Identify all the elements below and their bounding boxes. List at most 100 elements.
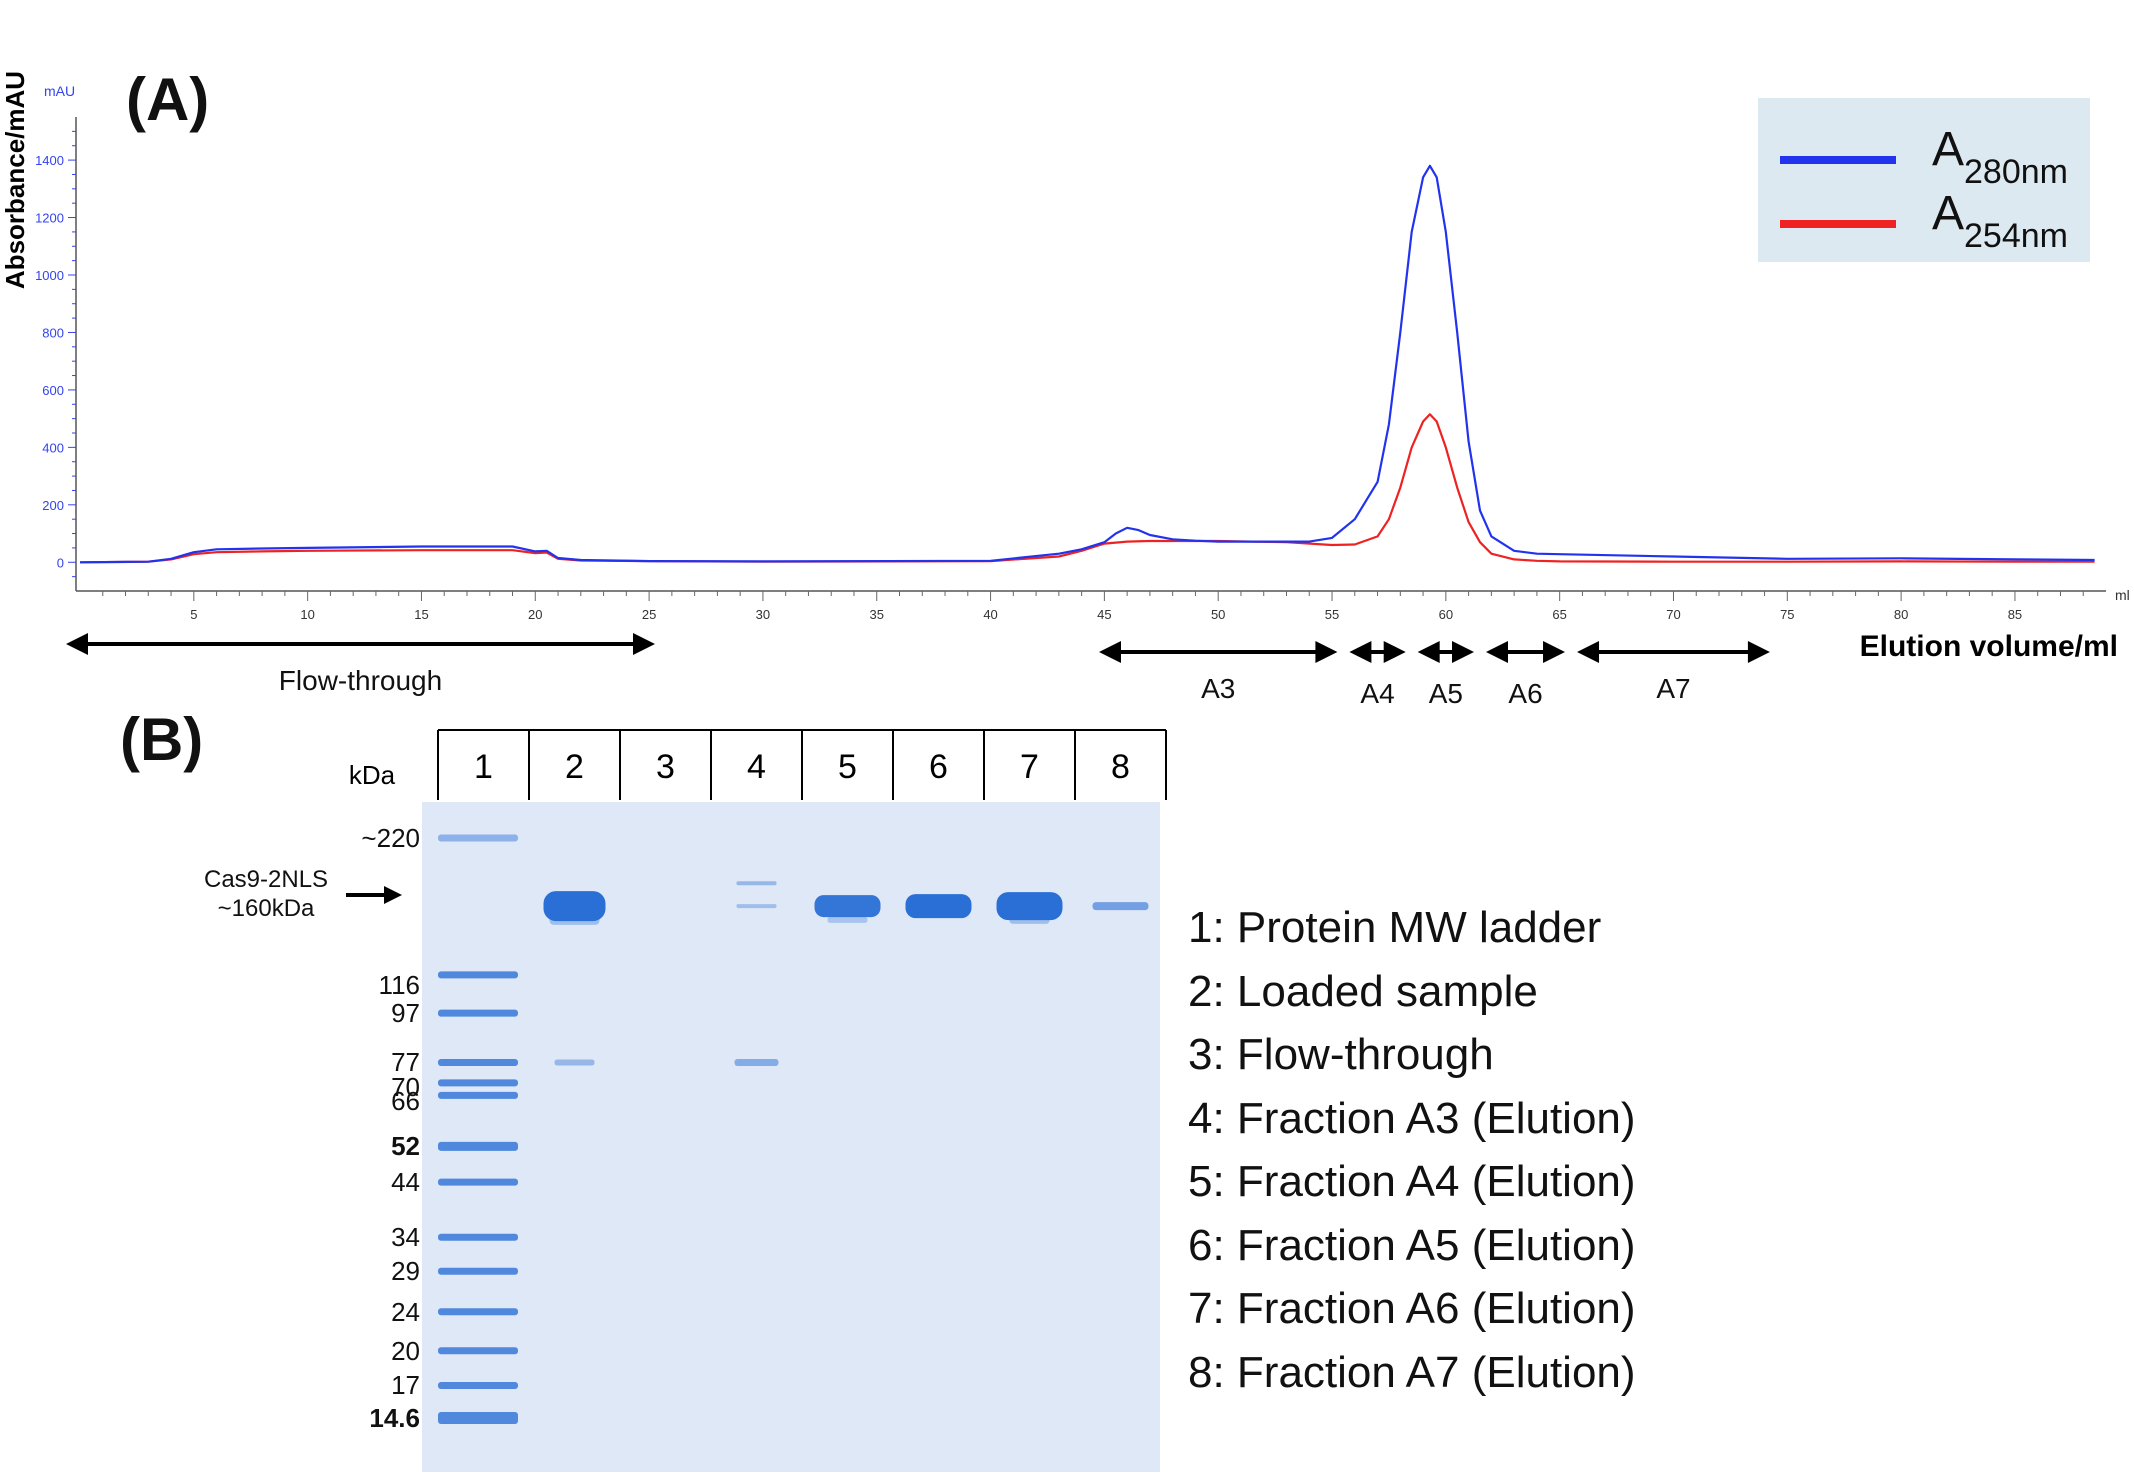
mw-label: 14.6 (369, 1403, 420, 1433)
chart-series (79, 164, 2095, 564)
ladder-band (438, 1178, 518, 1186)
legend-label-a280: A280nm (1932, 123, 2068, 191)
x-tick-label: 40 (983, 607, 997, 622)
sample-band (1009, 915, 1050, 924)
x-tick-label: 45 (1097, 607, 1111, 622)
target-annotation: Cas9-2NLS ~160kDa (204, 866, 328, 924)
mw-label: 77 (391, 1047, 420, 1078)
y-tick-label: 1400 (35, 153, 64, 168)
y-axis-label: Absorbance/mAU (0, 71, 30, 289)
y-tick-label: 0 (57, 555, 64, 570)
x-tick-label: 20 (528, 607, 542, 622)
sample-band (543, 891, 606, 922)
gel-legend-item: 1: Protein MW ladder (1188, 903, 1602, 952)
range-arrow-a4 (1349, 641, 1406, 663)
y-tick-label: 800 (42, 325, 64, 340)
legend-item-a280: A280nm (1780, 126, 2080, 194)
gel-legend-item: 8: Fraction A7 (Elution) (1188, 1347, 1636, 1397)
mw-label: ~220 (361, 823, 420, 853)
target-arrow-icon (346, 886, 402, 904)
range-label-a5: A5 (1429, 678, 1463, 709)
mw-label: 34 (391, 1222, 420, 1253)
gel-legend-item: 2: Loaded sample (1188, 966, 1538, 1016)
series-line-a254nm (79, 413, 2095, 564)
target-label-name: Cas9-2NLS (204, 866, 329, 893)
range-label-flow-through: Flow-through (279, 665, 442, 696)
x-tick-label: 10 (300, 607, 314, 622)
ladder-band (438, 834, 518, 842)
ladder-band (438, 1412, 518, 1424)
x-tick-label: 35 (870, 607, 884, 622)
panel-a-label: (A) (126, 66, 210, 133)
mw-label: 116 (378, 969, 420, 1000)
sample-band (814, 895, 881, 918)
x-tick-label: 60 (1439, 607, 1453, 622)
ladder-band (438, 1381, 518, 1389)
chromatogram-chart: 5 10 15 20 25 30 35 40 45 50 55 60 65 70 75 80 85 0 200 400… (0, 71, 2130, 709)
x-tick-label: 25 (642, 607, 656, 622)
chart-legend: A280nm A254nm (1758, 98, 2090, 262)
range-arrow-a7 (1577, 641, 1770, 663)
ladder-band (438, 1308, 518, 1316)
sample-band (1092, 902, 1149, 911)
sample-band (734, 1058, 779, 1066)
x-axis-label: Elution volume/ml (1860, 630, 2118, 663)
range-label-a6: A6 (1508, 678, 1542, 709)
x-tick-label: 30 (756, 607, 770, 622)
range-arrow-a3 (1099, 641, 1338, 663)
lane-number-2: 2 (565, 748, 584, 786)
lane-number-1: 1 (474, 748, 493, 786)
legend-label-a254: A254nm (1932, 187, 2068, 255)
lane-number-6: 6 (929, 748, 948, 786)
x-tick-label: 5 (190, 607, 197, 622)
range-arrow-a6 (1485, 641, 1566, 663)
sample-band (736, 904, 777, 909)
x-tick-label: 15 (414, 607, 428, 622)
sample-band (736, 881, 777, 886)
sample-band (549, 914, 600, 925)
mw-label: 29 (391, 1256, 420, 1287)
legend-swatch-a254 (1780, 220, 1896, 228)
mw-label: 97 (391, 998, 420, 1029)
x-tick-label: 85 (2008, 607, 2022, 622)
sample-band (554, 1059, 595, 1066)
gel-legend-item: 5: Fraction A4 (Elution) (1188, 1157, 1636, 1206)
range-arrow-flow-through (66, 633, 655, 655)
panel-b-label: (B) (120, 706, 204, 773)
mw-label: 24 (391, 1296, 420, 1327)
gel-legend-item: 4: Fraction A3 (Elution) (1188, 1093, 1636, 1143)
mw-label: 44 (391, 1167, 420, 1198)
lane-number-5: 5 (838, 748, 857, 786)
series-line-a280nm (79, 164, 2095, 564)
ladder-band (438, 1347, 518, 1355)
x-tick-label: 50 (1211, 607, 1225, 622)
fraction-ranges: Flow-through A3 A4 A5 A6 A7 (66, 633, 1770, 709)
x-tick-label: 75 (1780, 607, 1794, 622)
y-tick-label: 400 (42, 440, 64, 455)
ladder-band (438, 1233, 518, 1241)
range-arrow-a5 (1417, 641, 1474, 663)
ladder-band (438, 1091, 518, 1099)
legend-swatch-a280 (1780, 156, 1896, 164)
mw-label: 70 (391, 1071, 420, 1102)
lane-number-7: 7 (1020, 748, 1039, 786)
ladder-band (438, 1058, 518, 1066)
y-axis-unit: mAU (44, 83, 75, 99)
mw-label: 66 (391, 1086, 420, 1117)
ladder-band (438, 1141, 518, 1151)
y-tick-label: 1200 (35, 211, 64, 226)
range-label-a7: A7 (1656, 673, 1690, 704)
ladder-band (438, 971, 518, 979)
ladder-band (438, 1267, 518, 1275)
range-label-a4: A4 (1360, 678, 1394, 709)
sample-band (996, 892, 1063, 921)
gel-bands (438, 834, 1149, 1424)
gel-legend-item: 3: Flow-through (1188, 1030, 1494, 1079)
lane-number-3: 3 (656, 748, 675, 786)
gel-legend-item: 6: Fraction A5 (Elution) (1188, 1220, 1636, 1270)
ladder-band (438, 1079, 518, 1087)
target-label-size: ~160kDa (217, 894, 315, 922)
chart-axes: 5 10 15 20 25 30 35 40 45 50 55 60 65 70 75 80 85 0 200 400… (35, 117, 2106, 622)
gel-legend-item: 7: Fraction A6 (Elution) (1188, 1284, 1636, 1333)
x-tick-label: 55 (1325, 607, 1339, 622)
